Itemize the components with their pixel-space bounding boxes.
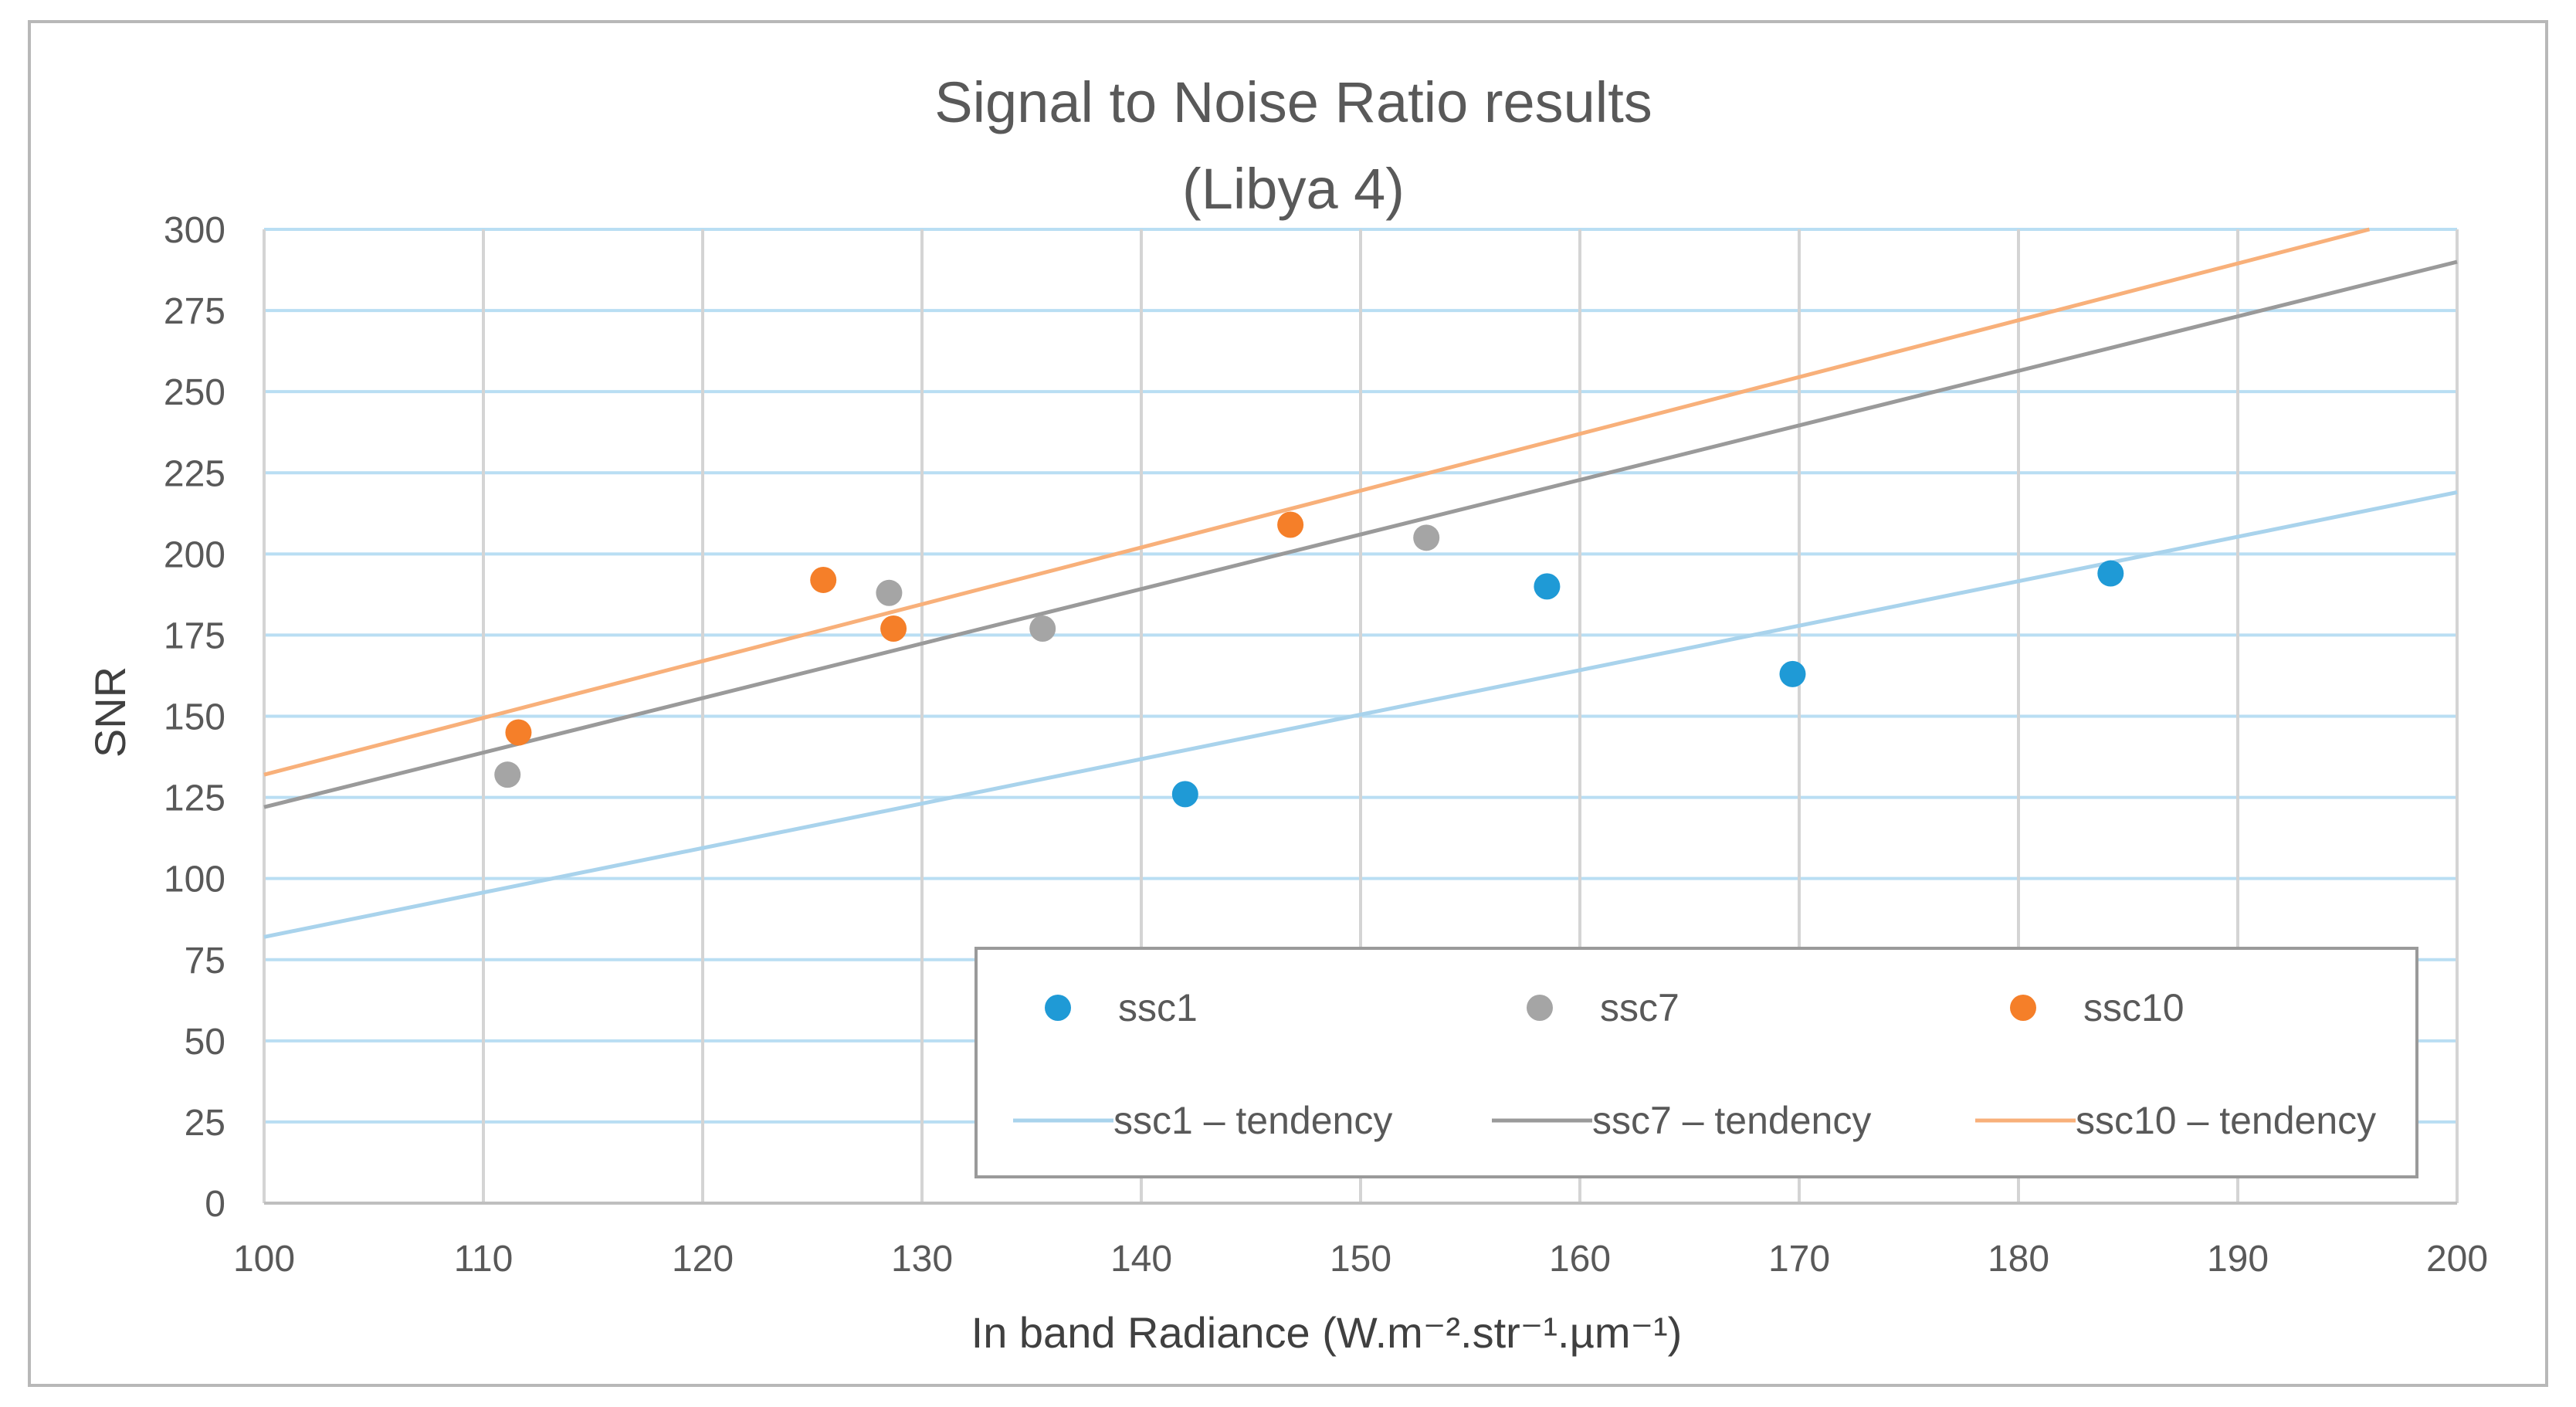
ssc7-point	[494, 761, 521, 788]
legend: ssc1 ssc7 ssc10 ssc1 – tendency ssc7 – tende…	[974, 947, 2418, 1178]
y-axis-title: SNR	[86, 666, 134, 758]
x-tick-label: 120	[672, 1239, 734, 1280]
x-tick-label: 130	[891, 1239, 953, 1280]
ssc7-trendline	[263, 259, 2458, 809]
y-tick-label: 175	[164, 615, 225, 656]
x-tick-label: 100	[233, 1239, 295, 1280]
ssc10-point	[505, 719, 532, 746]
ssc7-point	[876, 579, 903, 606]
x-tick-label: 180	[1988, 1239, 2049, 1280]
ssc7-point	[1029, 615, 1056, 642]
y-tick-label: 0	[205, 1184, 225, 1225]
ssc1-point	[1534, 573, 1561, 600]
y-tick-label: 75	[185, 941, 225, 982]
x-tick-label: 140	[1110, 1239, 1172, 1280]
ssc7-legend-label: ssc7	[1600, 986, 1679, 1029]
x-tick-label: 160	[1549, 1239, 1611, 1280]
data-points	[494, 511, 2124, 808]
chart-title-line1: Signal to Noise Ratio results	[934, 70, 1652, 134]
chart-title-line2: (Libya 4)	[1182, 157, 1405, 221]
x-tick-label: 170	[1768, 1239, 1830, 1280]
ssc10-legend-marker	[2010, 995, 2036, 1021]
ssc1-trend-legend-label: ssc1 – tendency	[1113, 1099, 1392, 1142]
x-axis-title: In band Radiance (W.m⁻².str⁻¹.µm⁻¹)	[971, 1308, 1683, 1357]
ssc10-trend-legend-label: ssc10 – tendency	[2076, 1099, 2376, 1142]
y-tick-label: 200	[164, 534, 225, 575]
ssc1-trendline	[263, 490, 2458, 939]
y-tick-label: 100	[164, 859, 225, 900]
ssc7-trend-legend-label: ssc7 – tendency	[1592, 1099, 1871, 1142]
y-tick-label: 25	[185, 1103, 225, 1144]
y-tick-label: 275	[164, 291, 225, 332]
ssc10-point	[810, 566, 837, 593]
x-tick-label: 200	[2426, 1239, 2488, 1280]
ssc10-legend-label: ssc10	[2083, 986, 2185, 1029]
ssc1-legend-label: ssc1	[1118, 986, 1198, 1029]
legend-box	[974, 947, 2418, 1178]
trendlines	[263, 227, 2458, 939]
ssc10-point	[880, 615, 907, 642]
ssc1-legend-marker	[1045, 995, 1071, 1021]
ssc10-trendline	[263, 227, 2371, 777]
y-tick-labels: 0 25 50 75 100 125 150 175 200 225 250 275 300	[164, 210, 225, 1225]
x-tick-label: 150	[1330, 1239, 1391, 1280]
y-tick-label: 225	[164, 453, 225, 494]
x-tick-labels: 100 110 120 130 140 150 160 170 180 190 200	[233, 1239, 2488, 1280]
y-tick-label: 125	[164, 778, 225, 819]
ssc1-point	[1779, 660, 1806, 687]
y-tick-label: 150	[164, 697, 225, 738]
ssc1-point	[1171, 781, 1198, 808]
ssc7-point	[1413, 524, 1440, 551]
y-tick-label: 250	[164, 372, 225, 413]
ssc7-legend-marker	[1527, 995, 1553, 1021]
ssc10-point	[1277, 511, 1304, 538]
x-tick-label: 190	[2207, 1239, 2269, 1280]
y-tick-label: 50	[185, 1022, 225, 1063]
y-tick-label: 300	[164, 210, 225, 251]
ssc1-point	[2097, 560, 2124, 587]
x-tick-label: 110	[454, 1239, 514, 1280]
